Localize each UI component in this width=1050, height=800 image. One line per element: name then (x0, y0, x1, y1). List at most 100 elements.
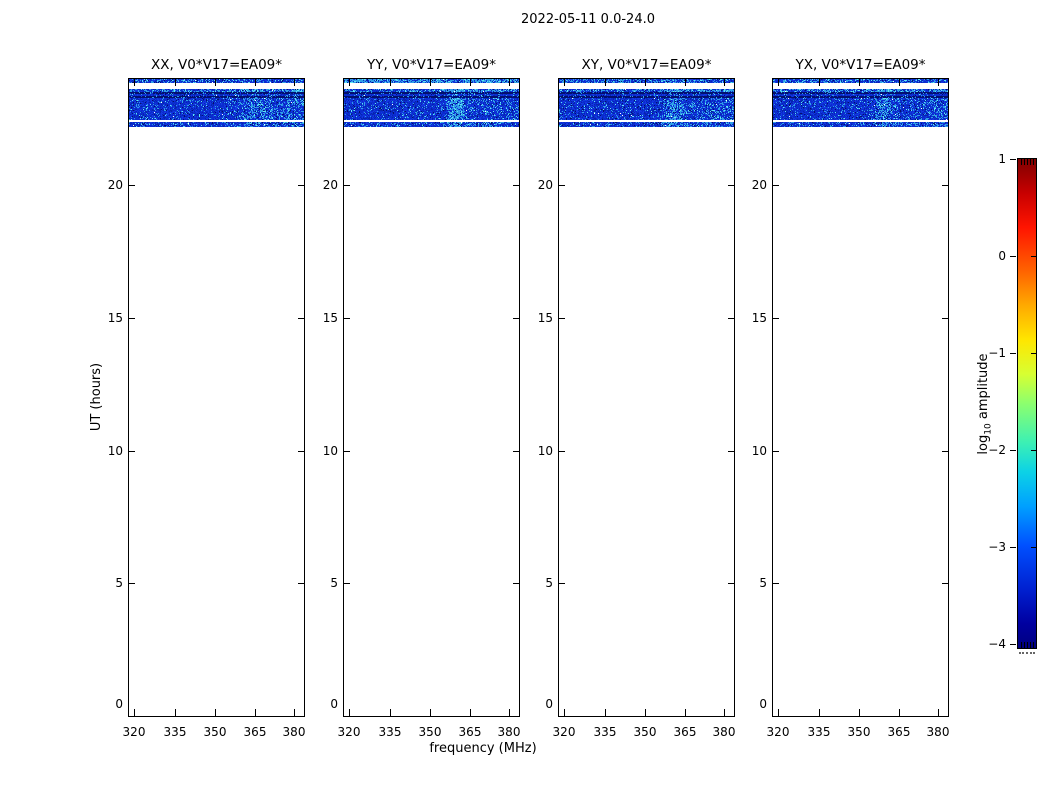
y-tick-label: 10 (322, 444, 338, 458)
y-tick-left (129, 451, 135, 452)
x-tick-top (899, 79, 900, 86)
x-tick-bottom (509, 709, 510, 716)
y-tick-left (344, 318, 350, 319)
y-tick-label: 0 (115, 697, 123, 711)
x-tick-top (938, 79, 939, 86)
y-tick-right (728, 318, 734, 319)
y-tick-label: 20 (751, 178, 767, 192)
y-tick-right (298, 185, 304, 186)
y-tick-right (942, 451, 948, 452)
x-tick-top (778, 79, 779, 86)
y-tick-left (559, 185, 565, 186)
x-tick-top (430, 79, 431, 86)
x-tick-label: 335 (593, 725, 617, 739)
colorbar-end-dash-bottom (1024, 642, 1025, 648)
x-tick-top (294, 79, 295, 86)
x-tick-bottom (255, 709, 256, 716)
y-tick-left (344, 583, 350, 584)
spectrogram-band-canvas (344, 79, 519, 127)
colorbar-end-dash-top (1033, 159, 1034, 165)
colorbar-tick (1010, 547, 1016, 548)
x-tick-label: 320 (122, 725, 146, 739)
x-tick-bottom (430, 709, 431, 716)
x-tick-top (390, 79, 391, 86)
colorbar-end-dash-top (1030, 159, 1031, 165)
x-tick-top (470, 79, 471, 86)
colorbar-inner-tick (1031, 547, 1036, 548)
colorbar-tick-label: −4 (988, 637, 1006, 651)
x-tick-bottom (685, 709, 686, 716)
colorbar-end-dash-top (1027, 159, 1028, 165)
x-tick-label: 335 (163, 725, 187, 739)
colorbar-label-suffix: amplitude (976, 353, 991, 424)
x-tick-bottom (724, 709, 725, 716)
colorbar-tick (1010, 159, 1016, 160)
y-tick-label: 20 (537, 178, 553, 192)
x-tick-label: 335 (378, 725, 402, 739)
y-tick-left (129, 318, 135, 319)
colorbar-end-dash-top (1021, 159, 1022, 165)
x-tick-label: 350 (418, 725, 442, 739)
y-tick-label: 10 (751, 444, 767, 458)
x-tick-top (605, 79, 606, 86)
y-tick-left (344, 451, 350, 452)
colorbar-end-dash-bottom (1027, 642, 1028, 648)
spectrogram-panel-yx: YX, V0*V17=EA09* 0 5 10 15 20 320 335 350 365 380 (752, 57, 950, 739)
colorbar-inner-tick (1031, 450, 1036, 451)
y-tick-label: 15 (107, 311, 123, 325)
spectrogram-panel-xy: XY, V0*V17=EA09* 0 5 10 15 20 320 335 350 365 380 (538, 57, 736, 739)
y-tick-label: 20 (107, 178, 123, 192)
colorbar-extend-dots (1019, 652, 1035, 654)
x-tick-bottom (938, 709, 939, 716)
x-tick-bottom (134, 709, 135, 716)
colorbar-end-dash-bottom (1021, 642, 1022, 648)
y-tick-label: 5 (330, 576, 338, 590)
y-tick-right (298, 583, 304, 584)
y-tick-right (513, 451, 519, 452)
y-tick-right (728, 185, 734, 186)
x-tick-top (645, 79, 646, 86)
y-tick-left (559, 451, 565, 452)
x-tick-label: 380 (497, 725, 521, 739)
y-tick-left (129, 583, 135, 584)
x-tick-top (859, 79, 860, 86)
x-tick-bottom (645, 709, 646, 716)
x-tick-top (564, 79, 565, 86)
colorbar-tick (1010, 450, 1016, 451)
spectrogram-band-canvas (559, 79, 734, 127)
y-tick-label: 10 (107, 444, 123, 458)
spectrogram-panel-yy: YY, V0*V17=EA09* 0 5 10 15 20 320 335 350 365 380 (323, 57, 521, 739)
panel-title: XX, V0*V17=EA09* (150, 57, 283, 73)
colorbar-inner-tick (1031, 256, 1036, 257)
x-tick-bottom (294, 709, 295, 716)
colorbar-tick (1010, 353, 1016, 354)
x-tick-top (724, 79, 725, 86)
y-tick-label: 0 (759, 697, 767, 711)
y-tick-label: 5 (115, 576, 123, 590)
y-tick-label: 15 (322, 311, 338, 325)
x-tick-bottom (215, 709, 216, 716)
x-tick-label: 365 (243, 725, 267, 739)
x-tick-label: 320 (337, 725, 361, 739)
x-tick-label: 380 (282, 725, 306, 739)
colorbar-tick-label: 0 (998, 249, 1006, 263)
x-tick-bottom (390, 709, 391, 716)
y-tick-label: 15 (537, 311, 553, 325)
y-tick-label: 0 (330, 697, 338, 711)
y-tick-right (513, 583, 519, 584)
x-tick-top (255, 79, 256, 86)
colorbar-tick (1010, 256, 1016, 257)
x-tick-label: 350 (633, 725, 657, 739)
colorbar-label: log10 amplitude (975, 254, 994, 554)
x-tick-top (819, 79, 820, 86)
y-tick-left (344, 185, 350, 186)
spectrogram-panel-xx: XX, V0*V17=EA09* 0 5 10 15 20 320 335 350 365 380 (108, 57, 306, 739)
y-tick-label: 15 (751, 311, 767, 325)
x-tick-top (685, 79, 686, 86)
y-tick-label: 20 (322, 178, 338, 192)
colorbar-tick-label: −1 (988, 346, 1006, 360)
y-tick-left (129, 185, 135, 186)
x-tick-bottom (470, 709, 471, 716)
y-tick-left (559, 318, 565, 319)
